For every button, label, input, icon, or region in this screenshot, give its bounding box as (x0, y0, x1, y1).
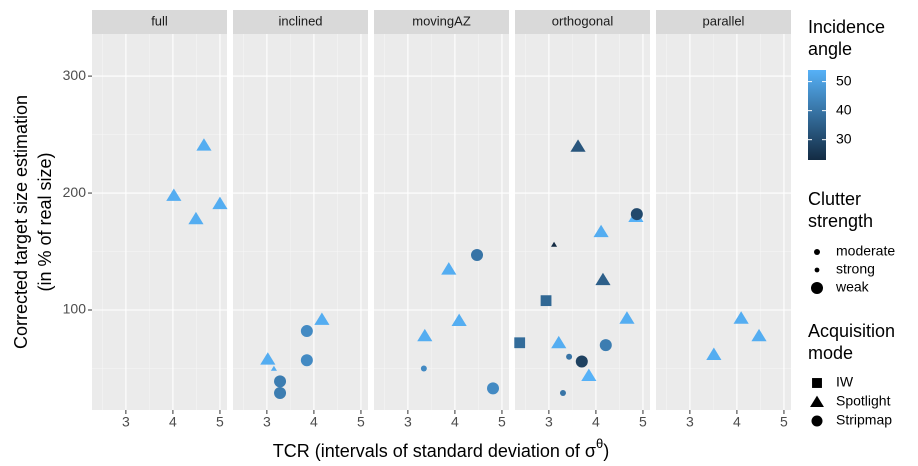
x-tick-label: 3 (263, 414, 271, 430)
point (441, 262, 457, 275)
colorbar-label: 40 (836, 101, 852, 117)
strip-background (233, 10, 368, 34)
point (593, 224, 609, 238)
point (619, 311, 635, 324)
x-tick-label: 5 (498, 414, 506, 430)
point (630, 208, 643, 221)
point (566, 353, 573, 360)
legend-key (811, 282, 823, 294)
strip-label: inclined (278, 13, 322, 28)
point (166, 188, 182, 201)
point (300, 354, 313, 367)
point (551, 335, 567, 349)
point (314, 312, 330, 325)
legend-label: IW (836, 374, 854, 390)
legend-key (811, 415, 823, 427)
x-tick-label: 3 (545, 414, 553, 430)
strip-label: parallel (703, 13, 745, 28)
colorbar-label: 50 (836, 72, 852, 88)
point (471, 249, 484, 262)
point (260, 352, 276, 365)
legend-label: weak (835, 279, 870, 295)
point (300, 325, 313, 338)
x-tick-label: 5 (780, 414, 788, 430)
point (581, 368, 597, 382)
point (270, 365, 277, 371)
x-tick-label: 5 (216, 414, 224, 430)
strip-label: full (151, 13, 168, 28)
point (733, 311, 749, 324)
point (212, 196, 228, 210)
legend-key (814, 249, 820, 255)
legend-label: Stripmap (836, 412, 892, 428)
legend-key (810, 395, 824, 408)
point (559, 390, 566, 397)
point (570, 139, 586, 152)
panel-background (233, 34, 368, 410)
strip-label: movingAZ (412, 13, 471, 28)
x-tick-label: 5 (357, 414, 365, 430)
strip-background (92, 10, 227, 34)
point (417, 328, 433, 342)
colorbar-label: 30 (836, 130, 852, 146)
point (595, 272, 611, 286)
strip-label: orthogonal (552, 13, 614, 28)
legend-label: strong (836, 261, 875, 277)
y-tick-label: 100 (63, 301, 87, 317)
point (274, 387, 287, 400)
y-tick-label: 300 (63, 67, 87, 83)
x-tick-label: 4 (169, 414, 177, 430)
x-tick-label: 4 (592, 414, 600, 430)
point (599, 339, 612, 352)
legend-title: Clutter strength (808, 189, 873, 231)
point (551, 241, 558, 247)
panel-background (656, 34, 791, 410)
panel-background (92, 34, 227, 410)
x-axis-title: TCR (intervals of standard deviation of … (273, 436, 610, 460)
x-tick-label: 4 (310, 414, 318, 430)
y-tick-label: 200 (63, 184, 87, 200)
point (196, 138, 212, 151)
point (540, 295, 552, 307)
y-axis-title: (in % of real size) (35, 152, 55, 291)
x-tick-label: 3 (686, 414, 694, 430)
point (451, 313, 467, 327)
colorbar (808, 70, 826, 160)
panel-background (374, 34, 509, 410)
legend-key (812, 378, 822, 388)
x-tick-label: 4 (733, 414, 741, 430)
legend-title: Incidence angle (808, 17, 885, 59)
panel-background (515, 34, 650, 410)
point (575, 355, 588, 368)
legend-label: moderate (836, 243, 895, 259)
point (751, 328, 767, 342)
legend-title: Acquisition mode (808, 321, 895, 363)
x-tick-label: 5 (639, 414, 647, 430)
point (274, 375, 287, 388)
point (487, 382, 500, 395)
strip-background (374, 10, 509, 34)
x-tick-label: 3 (404, 414, 412, 430)
point (514, 337, 526, 349)
y-axis-title: Corrected target size estimation (11, 95, 31, 349)
point (420, 365, 427, 372)
strip-background (656, 10, 791, 34)
point (188, 211, 204, 225)
strip-background (515, 10, 650, 34)
x-tick-label: 4 (451, 414, 459, 430)
legend-key (814, 267, 820, 273)
point (706, 347, 722, 360)
legend-label: Spotlight (836, 393, 891, 409)
x-tick-label: 3 (122, 414, 130, 430)
